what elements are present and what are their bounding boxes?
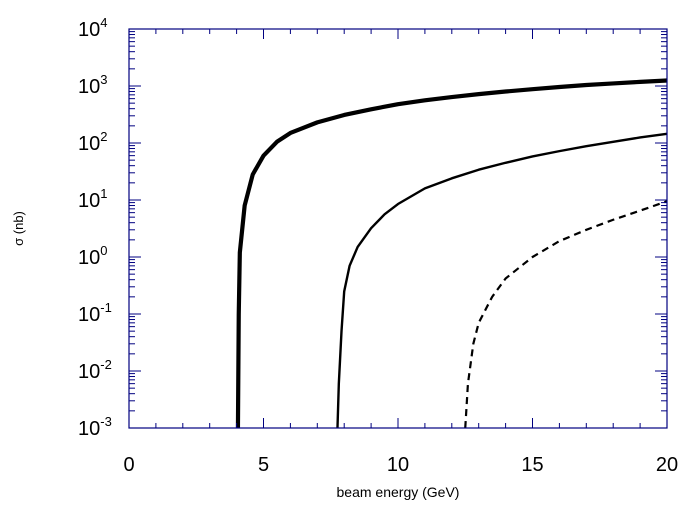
series-line-3-dashed (465, 201, 667, 428)
x-tick-label: 20 (656, 454, 678, 476)
x-tick-label: 5 (258, 454, 269, 476)
y-tick-label: 102 (78, 129, 107, 155)
x-tick-label: 15 (521, 454, 543, 476)
y-tick-label: 10-2 (78, 357, 112, 383)
y-tick-label: 100 (78, 243, 107, 269)
x-tick-label: 10 (387, 454, 409, 476)
plot-frame (129, 29, 667, 428)
series-layer (238, 80, 667, 428)
y-tick-label: 104 (78, 15, 107, 41)
series-line-2-solid (337, 134, 667, 428)
ticks-layer (129, 29, 667, 428)
series-line-1-thick-solid (238, 80, 667, 428)
y-tick-label: 10-1 (78, 300, 112, 326)
x-axis-title: beam energy (GeV) (337, 484, 460, 500)
x-tick-label: 0 (123, 454, 134, 476)
y-tick-label: 101 (78, 186, 107, 212)
y-tick-label: 103 (78, 72, 107, 98)
y-tick-label: 10-3 (78, 414, 112, 440)
y-axis-title: σ (nb) (11, 211, 26, 246)
